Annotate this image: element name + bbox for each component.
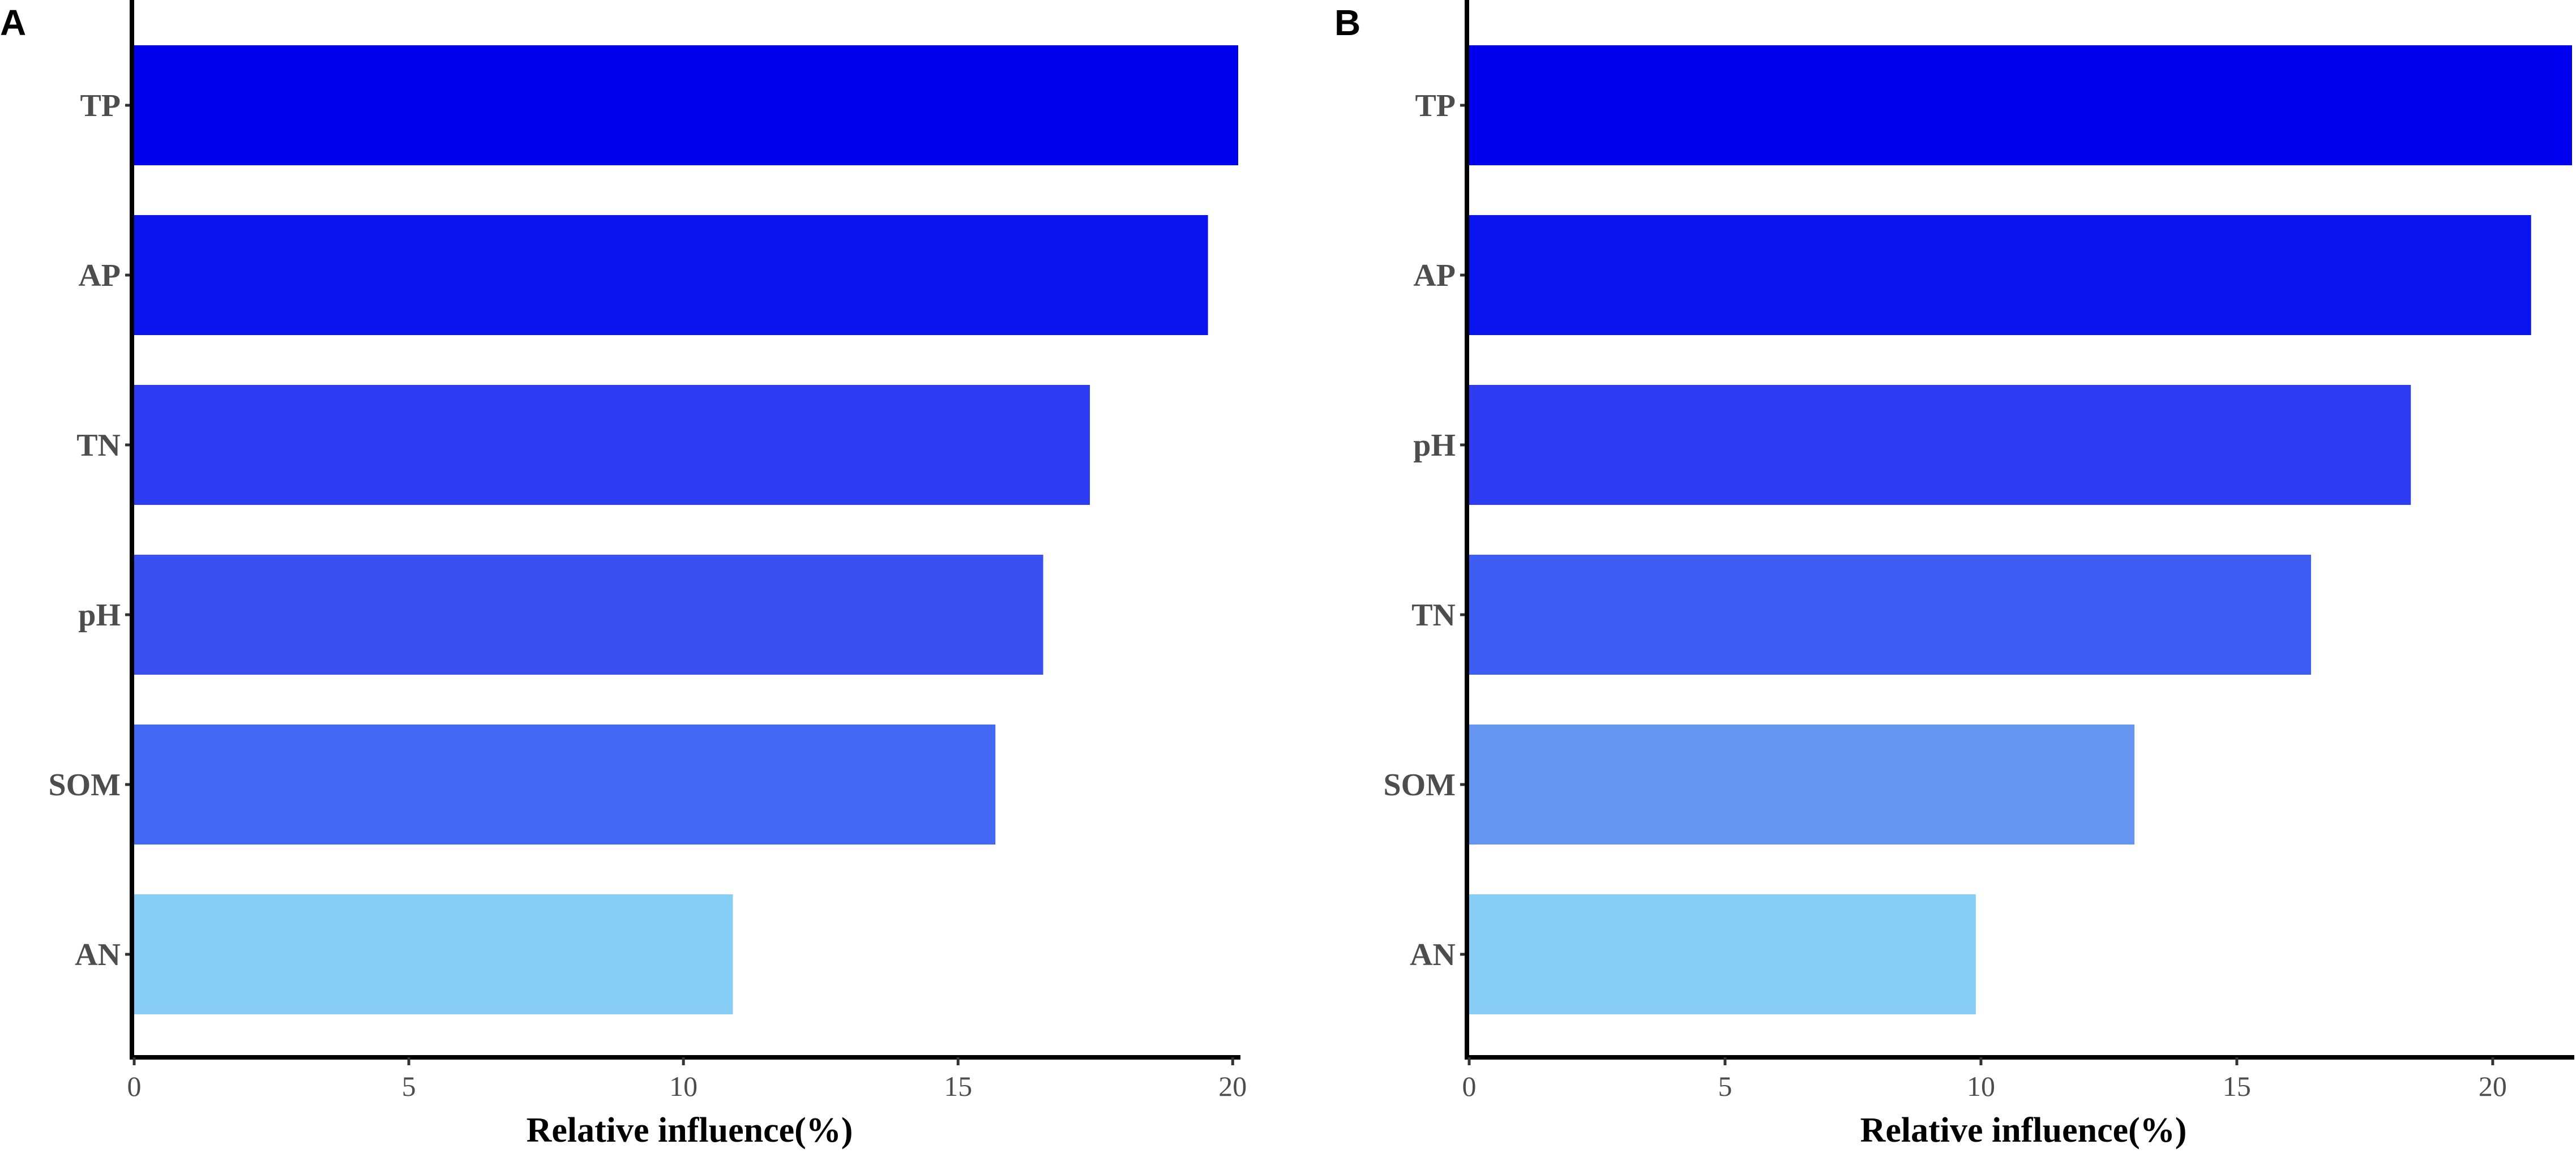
- bar-ph: [134, 555, 1043, 675]
- category-label: AP: [78, 258, 121, 293]
- category-label: AN: [1410, 937, 1456, 972]
- x-ticks: 0 5 10 15 20: [1462, 1057, 2507, 1102]
- x-tick-label: 5: [1718, 1070, 1732, 1102]
- bar-tp: [134, 45, 1238, 165]
- bar-an: [134, 894, 733, 1014]
- category-label: TP: [1415, 88, 1456, 123]
- panel-label: A: [0, 2, 26, 43]
- x-ticks: 0 5 10 15 20: [127, 1057, 1247, 1102]
- category-labels: TP AP TN pH SOM AN: [48, 88, 132, 972]
- bar-tn: [134, 385, 1090, 505]
- x-tick-label: 10: [1967, 1070, 1995, 1102]
- bar-som: [1469, 725, 2135, 845]
- x-tick-label: 20: [1218, 1070, 1247, 1102]
- x-tick-label: 15: [2223, 1070, 2251, 1102]
- panel-b: B TP AP pH TN SOM AN 0 5 10 15 20 Relative influe…: [1334, 0, 2574, 1150]
- axes: [130, 0, 1240, 1060]
- x-axis-title: Relative influence(%): [527, 1111, 853, 1150]
- category-label: AP: [1413, 258, 1456, 293]
- category-label: pH: [1413, 428, 1456, 463]
- bars: [1469, 45, 2572, 1014]
- bar-ap: [134, 215, 1208, 335]
- bar-tn: [1469, 555, 2311, 675]
- category-label: TP: [80, 88, 121, 123]
- bars: [134, 45, 1238, 1014]
- x-tick-label: 15: [944, 1070, 972, 1102]
- x-tick-label: 10: [669, 1070, 698, 1102]
- panel-a: A TP AP TN pH SOM AN 0 5 10 15 20 Relative influe…: [0, 0, 1247, 1150]
- panel-label: B: [1334, 2, 1360, 43]
- category-label: TN: [76, 428, 121, 463]
- x-axis-title: Relative influence(%): [1860, 1111, 2187, 1150]
- category-label: TN: [1411, 598, 1456, 633]
- x-tick-label: 0: [127, 1070, 142, 1102]
- bar-ap: [1469, 215, 2531, 335]
- x-tick-label: 20: [2479, 1070, 2507, 1102]
- bar-an: [1469, 894, 1976, 1014]
- bar-som: [134, 725, 996, 845]
- bar-ph: [1469, 385, 2411, 505]
- x-tick-label: 0: [1462, 1070, 1477, 1102]
- bar-tp: [1469, 45, 2572, 165]
- category-label: SOM: [1383, 768, 1456, 803]
- axes: [1465, 0, 2574, 1060]
- category-label: pH: [78, 598, 121, 633]
- category-labels: TP AP pH TN SOM AN: [1383, 88, 1467, 972]
- x-tick-label: 5: [402, 1070, 416, 1102]
- category-label: AN: [75, 937, 121, 972]
- category-label: SOM: [48, 768, 121, 803]
